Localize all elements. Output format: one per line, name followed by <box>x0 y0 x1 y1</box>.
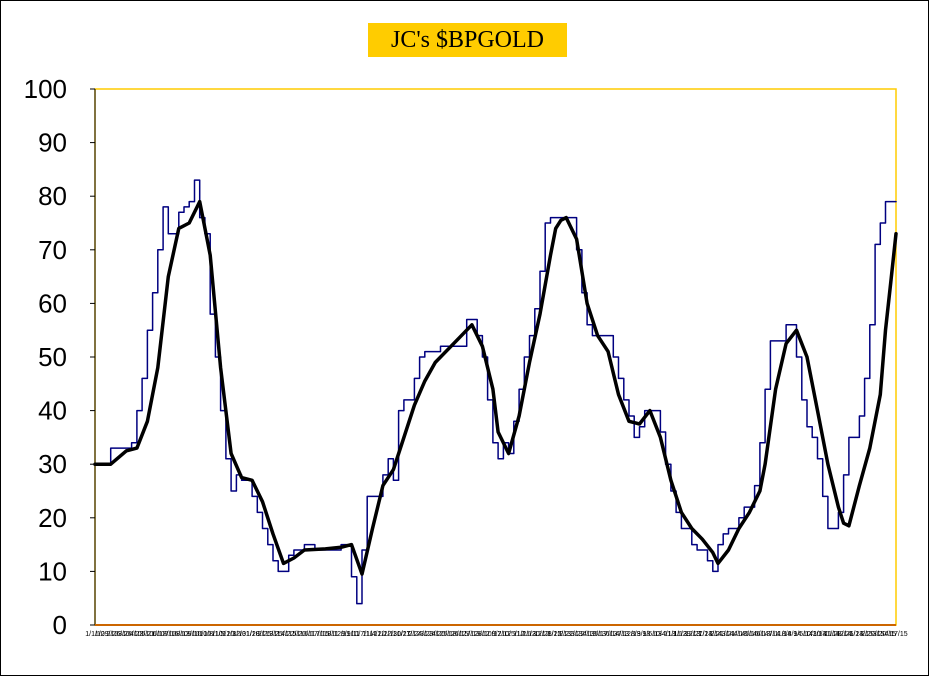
x-tick-label: 12/3/10 <box>223 631 246 638</box>
x-tick-label: 12/27/13 <box>685 631 712 638</box>
x-tick-label: 8/13/10 <box>176 631 199 638</box>
x-tick-label: 7/16/10 <box>165 631 188 638</box>
x-tick-label: 4/22/11 <box>281 631 304 638</box>
x-tick-label: 4/19/13 <box>582 631 605 638</box>
series-line-smoothed <box>93 199 898 576</box>
x-tick-label: 4/23/10 <box>130 631 153 638</box>
x-tick-label: 2/25/11 <box>258 631 281 638</box>
x-tick-label: 3/23/12 <box>420 631 443 638</box>
x-tick-label: 1/25/13 <box>548 631 571 638</box>
x-tick-label: 1/29/10 <box>95 631 118 638</box>
x-tick-label: 11/29/13 <box>674 631 701 638</box>
x-tick-label: 9/9/11 <box>341 631 360 638</box>
x-tick-label: 9/10/10 <box>188 631 211 638</box>
x-tick-label: 7/11/14 <box>768 631 791 638</box>
x-tick-label: 12/30/11 <box>383 631 410 638</box>
x-tick-label: 12/2/11 <box>374 631 397 638</box>
x-tick-label: 8/9/13 <box>631 631 651 638</box>
x-tick-label: 10/31/14 <box>813 631 840 638</box>
x-tick-label: 7/13/12 <box>466 631 489 638</box>
x-tick-label: 8/12/11 <box>327 631 350 638</box>
x-tick-label: 5/21/10 <box>141 631 164 638</box>
x-tick-label: 6/14/13 <box>606 631 629 638</box>
x-tick-label: 12/31/10 <box>232 631 259 638</box>
x-tick-label: 10/3/14 <box>803 631 826 638</box>
x-tick-label: 5/17/13 <box>594 631 617 638</box>
x-tick-label: 11/1/13 <box>664 631 687 638</box>
x-axis: 1/1/101/29/102/26/103/26/104/23/105/21/1… <box>85 624 908 638</box>
x-tick-label: 1/27/12 <box>397 631 420 638</box>
y-tick-label: 100 <box>24 74 67 104</box>
x-tick-label: 12/26/14 <box>836 631 863 638</box>
series-lines <box>93 179 898 605</box>
x-tick-label: 5/18/12 <box>443 631 466 638</box>
y-axis: 0 10 20 30 40 50 60 70 80 90 100 <box>24 74 96 640</box>
x-tick-label: 2/26/10 <box>107 631 130 638</box>
y-tick-label: 90 <box>38 128 67 158</box>
x-tick-label: 6/17/11 <box>304 631 327 638</box>
y-tick-label: 50 <box>38 342 67 372</box>
y-tick-label: 80 <box>38 181 67 211</box>
x-tick-label: 1/28/11 <box>246 631 269 638</box>
x-tick-label: 7/12/13 <box>617 631 640 638</box>
x-tick-label: 5/16/14 <box>745 631 768 638</box>
series-line-raw <box>94 179 897 605</box>
x-tick-label: 3/25/11 <box>269 631 292 638</box>
y-tick-label: 20 <box>38 503 67 533</box>
y-tick-label: 10 <box>38 556 67 586</box>
x-tick-label: 3/26/10 <box>118 631 141 638</box>
x-tick-label: 6/15/12 <box>455 631 478 638</box>
x-tick-label: 3/20/15 <box>873 631 896 638</box>
x-tick-label: 4/17/15 <box>884 631 907 638</box>
x-tick-label: 1/24/14 <box>699 631 722 638</box>
x-tick-label: 11/2/12 <box>513 631 536 638</box>
x-tick-label: 11/30/12 <box>523 631 550 638</box>
x-tick-label: 1/23/15 <box>849 631 872 638</box>
x-tick-label: 9/7/12 <box>492 631 512 638</box>
plot-area <box>94 88 897 626</box>
x-tick-label: 8/10/12 <box>478 631 501 638</box>
x-tick-label: 12/28/12 <box>534 631 561 638</box>
x-tick-label: 2/22/13 <box>559 631 582 638</box>
x-tick-label: 9/5/14 <box>793 631 813 638</box>
y-tick-label: 30 <box>38 449 67 479</box>
x-tick-label: 2/20/15 <box>861 631 884 638</box>
x-tick-label: 2/21/14 <box>710 631 733 638</box>
x-tick-label: 3/21/14 <box>722 631 745 638</box>
chart-title: JC's $BPGOLD <box>368 23 567 57</box>
x-tick-label: 3/22/13 <box>571 631 594 638</box>
x-tick-label: 10/5/12 <box>501 631 524 638</box>
y-tick-label: 60 <box>38 288 67 318</box>
x-tick-label: 2/24/12 <box>408 631 431 638</box>
x-tick-label: 9/6/13 <box>642 631 662 638</box>
x-tick-label: 11/5/10 <box>211 631 234 638</box>
x-tick-label: 6/18/10 <box>153 631 176 638</box>
x-tick-label: 10/7/11 <box>351 631 374 638</box>
y-tick-label: 70 <box>38 235 67 265</box>
x-tick-label: 11/4/11 <box>362 631 384 638</box>
y-tick-label: 0 <box>53 610 67 640</box>
x-tick-label: 7/15/11 <box>316 631 339 638</box>
x-tick-label: 11/28/14 <box>825 631 852 638</box>
x-tick-label: 8/8/14 <box>782 631 802 638</box>
x-tick-label: 10/8/10 <box>199 631 222 638</box>
x-tick-label: 6/13/14 <box>757 631 780 638</box>
x-tick-label: 4/20/12 <box>432 631 455 638</box>
x-tick-label: 10/4/13 <box>652 631 675 638</box>
x-tick-label: 5/20/11 <box>293 631 316 638</box>
y-tick-label: 40 <box>38 396 67 426</box>
x-tick-label: 1/1/10 <box>85 631 105 638</box>
x-tick-label: 4/18/14 <box>733 631 756 638</box>
